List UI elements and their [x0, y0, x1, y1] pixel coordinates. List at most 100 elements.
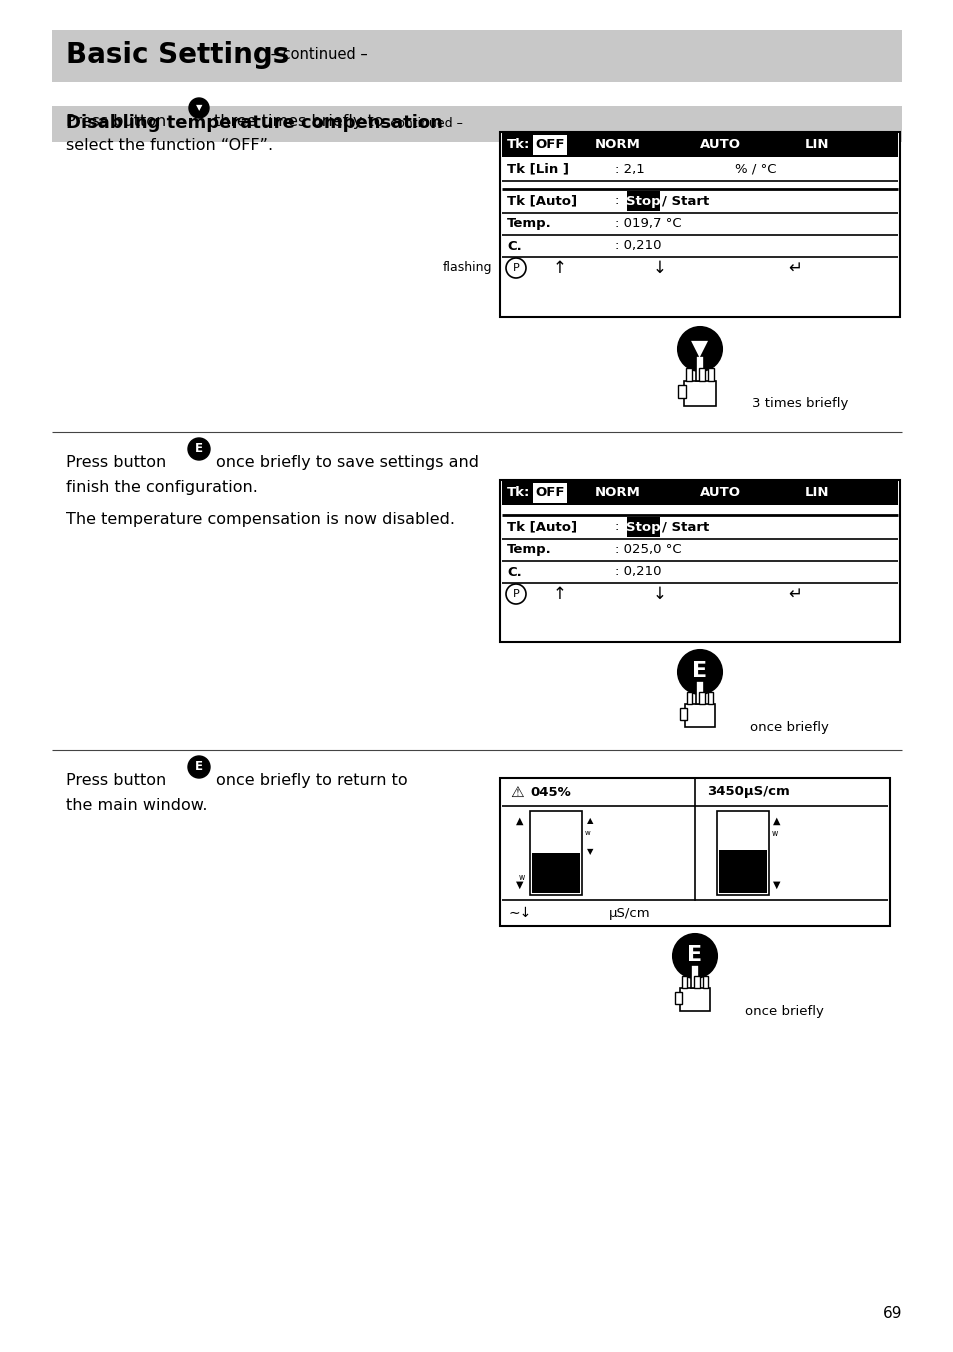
Text: AUTO: AUTO — [700, 487, 740, 499]
Bar — [499, 777, 889, 926]
Circle shape — [678, 327, 721, 370]
Text: Tk:: Tk: — [506, 138, 530, 151]
Text: μS/cm: μS/cm — [609, 906, 650, 919]
Circle shape — [672, 934, 717, 977]
Bar — [52, 30, 901, 82]
Text: ↑: ↑ — [553, 260, 566, 277]
Text: LIN: LIN — [804, 487, 828, 499]
Text: select the function “OFF”.: select the function “OFF”. — [66, 138, 273, 153]
Text: Press button: Press button — [66, 773, 166, 788]
Bar — [626, 516, 659, 537]
Bar — [499, 132, 899, 316]
Text: :: : — [615, 195, 623, 207]
Text: P: P — [512, 264, 518, 273]
Text: NORM: NORM — [595, 138, 640, 151]
Text: ↓: ↓ — [653, 585, 666, 603]
Text: : 2,1: : 2,1 — [615, 162, 644, 176]
Text: : 019,7 °C: : 019,7 °C — [615, 218, 680, 230]
Text: ↵: ↵ — [787, 260, 801, 277]
Bar — [699, 368, 704, 381]
Circle shape — [505, 258, 525, 279]
Bar — [674, 991, 681, 1005]
Bar — [680, 976, 687, 988]
Text: Temp.: Temp. — [506, 544, 551, 557]
Bar — [501, 481, 897, 506]
Text: once briefly to return to: once briefly to return to — [215, 773, 407, 788]
Bar — [707, 692, 713, 704]
Bar — [691, 965, 698, 988]
Text: Tk [Lin ]: Tk [Lin ] — [506, 162, 568, 176]
Text: Press button: Press button — [66, 456, 166, 470]
Text: ▲: ▲ — [516, 817, 523, 826]
Text: Basic Settings: Basic Settings — [66, 41, 289, 69]
Circle shape — [189, 97, 209, 118]
Bar — [626, 191, 659, 211]
Text: finish the configuration.: finish the configuration. — [66, 480, 257, 495]
Bar — [696, 681, 703, 704]
Text: Disabling temperature compensation: Disabling temperature compensation — [66, 115, 442, 132]
Text: w: w — [518, 872, 524, 882]
Text: Temp.: Temp. — [506, 218, 551, 230]
Bar — [679, 707, 686, 721]
Text: ↓: ↓ — [653, 260, 666, 277]
Text: C.: C. — [506, 565, 521, 579]
Circle shape — [188, 756, 210, 777]
Text: OFF: OFF — [535, 138, 564, 151]
Bar — [694, 976, 700, 988]
Text: – continued –: – continued – — [266, 47, 367, 62]
Text: Tk [Auto]: Tk [Auto] — [506, 195, 577, 207]
Text: ▼: ▼ — [773, 880, 780, 890]
Text: C.: C. — [506, 239, 521, 253]
Text: ▼: ▼ — [195, 104, 202, 112]
Text: LIN: LIN — [804, 138, 828, 151]
Text: w: w — [771, 829, 778, 837]
Text: 3 times briefly: 3 times briefly — [751, 397, 847, 411]
Circle shape — [188, 438, 210, 460]
Bar — [533, 483, 566, 503]
Bar — [701, 976, 708, 988]
Text: E: E — [692, 661, 707, 681]
Text: ↑: ↑ — [553, 585, 566, 603]
Text: flashing: flashing — [442, 261, 492, 274]
Circle shape — [505, 584, 525, 604]
Bar — [679, 988, 709, 1011]
Text: 3450μS/cm: 3450μS/cm — [706, 786, 789, 799]
Text: once briefly: once briefly — [744, 1005, 823, 1018]
Text: P: P — [512, 589, 518, 599]
Text: :: : — [615, 521, 623, 534]
Text: ⚠: ⚠ — [510, 784, 523, 799]
Text: % / °C: % / °C — [734, 162, 776, 176]
Text: Stop: Stop — [625, 521, 660, 534]
Bar — [707, 368, 714, 381]
Text: Stop: Stop — [625, 195, 660, 207]
Text: E: E — [687, 945, 701, 965]
Bar — [719, 850, 766, 894]
Text: / Start: / Start — [661, 195, 708, 207]
Bar — [678, 385, 685, 399]
Bar — [686, 692, 692, 704]
Text: ↵: ↵ — [787, 585, 801, 603]
Bar — [717, 811, 768, 895]
Text: : 025,0 °C: : 025,0 °C — [615, 544, 680, 557]
Text: Press button: Press button — [66, 114, 166, 128]
Bar — [696, 356, 703, 381]
Bar — [52, 105, 901, 142]
Bar — [533, 135, 566, 155]
Text: three times briefly to: three times briefly to — [213, 114, 383, 128]
Text: ▼: ▼ — [586, 848, 593, 857]
Circle shape — [678, 650, 721, 694]
Text: : 0,210: : 0,210 — [615, 565, 660, 579]
Bar — [530, 811, 581, 895]
Text: AUTO: AUTO — [700, 138, 740, 151]
Bar — [683, 381, 715, 406]
Bar — [532, 853, 579, 894]
Bar — [499, 480, 899, 642]
Text: : 0,210: : 0,210 — [615, 239, 660, 253]
Text: OFF: OFF — [535, 487, 564, 499]
Text: Tk [Auto]: Tk [Auto] — [506, 521, 577, 534]
Text: – continued –: – continued – — [375, 116, 462, 130]
Bar — [699, 692, 704, 704]
Bar — [501, 132, 897, 157]
Text: Tk:: Tk: — [506, 487, 530, 499]
Text: E: E — [194, 760, 203, 773]
